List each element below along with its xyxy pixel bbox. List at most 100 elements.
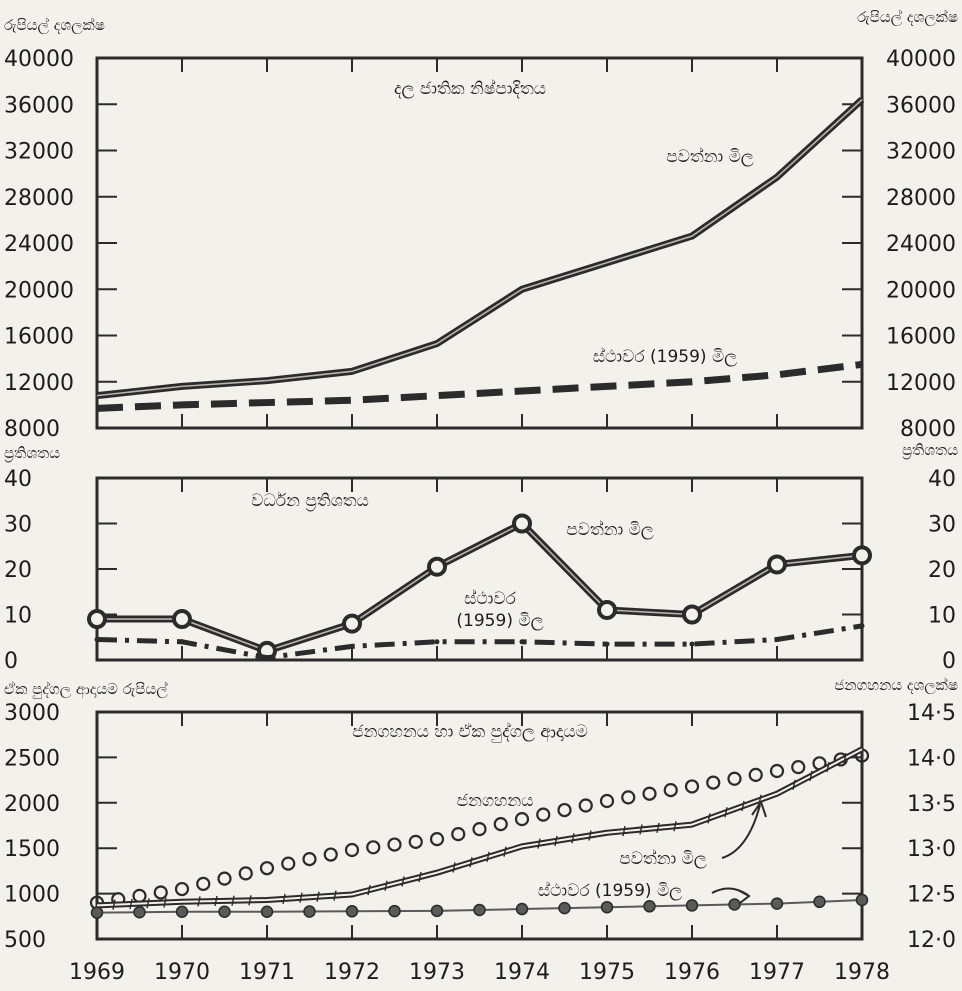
x-tick-label: 1971 xyxy=(239,960,295,985)
population-marker xyxy=(514,812,530,827)
income-current-price-hatch xyxy=(673,821,677,832)
income-current-price-hatch xyxy=(826,761,830,773)
growth-constant-price-label-2: (1959) මිල xyxy=(456,611,543,631)
right-y-tick-label: 12·0 xyxy=(907,928,956,953)
income-current-price-arrow xyxy=(721,804,761,859)
income-constant-price-marker xyxy=(643,900,656,913)
growth-constant-price-point xyxy=(519,639,525,645)
income-constant-price-marker xyxy=(388,904,401,918)
right-y-tick-label: 40 xyxy=(928,467,956,492)
income-current-price-hatch xyxy=(112,899,116,910)
income-current-price-hatch xyxy=(622,825,626,837)
x-tick-label: 1975 xyxy=(579,960,635,985)
growth-current-price-marker xyxy=(172,609,192,630)
growth-panel-title: වර්ධන ප්‍රතිශතය xyxy=(251,491,369,511)
income-constant-price-marker xyxy=(133,905,146,919)
income-constant-price-marker xyxy=(260,905,274,919)
income-current-price-hatch xyxy=(129,898,133,910)
growth-constant-price-point xyxy=(604,641,610,647)
income-current-price-hatch xyxy=(333,890,337,901)
population-marker xyxy=(727,771,742,786)
income-current-price-hatch xyxy=(554,835,558,847)
x-tick-label: 1977 xyxy=(749,960,805,985)
population-marker xyxy=(408,834,423,849)
growth-constant-price-point xyxy=(264,655,270,661)
growth-current-price-marker xyxy=(87,609,107,630)
tick-labels-layer: 8000 12000 16000 20000 24000 28000 32000 36000 4… xyxy=(4,47,956,985)
x-tick-label: 1970 xyxy=(154,960,210,985)
population-marker xyxy=(323,847,338,862)
growth-current-price-marker xyxy=(682,604,702,625)
income-constant-price-marker xyxy=(430,904,444,918)
left-y-tick-label: 32000 xyxy=(4,140,74,165)
left-y-tick-label: 30 xyxy=(4,513,32,538)
left-y-tick-label: 10 xyxy=(4,604,32,629)
income-current-price-hatch xyxy=(741,800,745,812)
left-y-tick-label: 1000 xyxy=(4,883,60,908)
population-marker xyxy=(493,817,508,832)
gnp-right-axis-unit: රුපියල් දශලක්ෂ xyxy=(857,8,958,26)
population-right-axis-unit: ජනගහනය දශලක්ෂ xyxy=(834,676,958,694)
left-y-tick-label: 20 xyxy=(4,558,32,583)
left-y-tick-label: 8000 xyxy=(4,417,60,442)
income-constant-price-marker xyxy=(770,897,784,910)
x-tick-label: 1969 xyxy=(69,960,125,985)
growth-constant-price-label-1: ස්ථාවර xyxy=(464,589,517,609)
income-current-price-hatch xyxy=(367,885,371,896)
growth-current-price-marker xyxy=(342,613,362,634)
growth-current-price-line xyxy=(97,520,863,655)
population-marker xyxy=(238,866,253,881)
gnp-current-price-line xyxy=(96,97,865,400)
income-current-price-hatch xyxy=(503,846,507,857)
growth-constant-price-point xyxy=(94,637,100,643)
left-y-tick-label: 24000 xyxy=(4,232,74,257)
right-y-tick-label: 20000 xyxy=(886,278,956,303)
right-y-tick-label: 36000 xyxy=(886,93,956,118)
population-marker xyxy=(387,837,402,852)
income-current-price-hatch xyxy=(401,876,405,887)
gnp-panel-frame xyxy=(95,56,864,430)
x-tick-label: 1973 xyxy=(409,960,465,985)
left-y-tick-label: 0 xyxy=(4,649,18,674)
income-current-price-hatch xyxy=(316,891,320,902)
population-marker xyxy=(684,779,700,794)
left-y-tick-label: 28000 xyxy=(4,186,74,211)
population-marker xyxy=(536,807,551,822)
growth-current-price-marker xyxy=(852,545,872,566)
population-marker xyxy=(217,871,232,886)
right-y-tick-label: 13·5 xyxy=(907,792,956,817)
income-current-price-hatch xyxy=(418,871,422,883)
growth-current-price-label: පවත්නා මිල xyxy=(566,520,654,540)
left-y-tick-label: 12000 xyxy=(4,371,74,396)
income-constant-price-marker xyxy=(345,905,359,918)
growth-constant-price-point xyxy=(349,643,355,649)
population-marker xyxy=(557,802,572,818)
income-current-price-hatch xyxy=(809,770,813,782)
income-constant-price-marker xyxy=(558,901,571,915)
left-y-tick-label: 36000 xyxy=(4,93,74,118)
right-y-tick-label: 10 xyxy=(928,604,956,629)
income-current-price-hatch xyxy=(707,813,711,824)
left-y-tick-label: 16000 xyxy=(4,325,74,350)
income-current-price-hatch xyxy=(469,857,473,868)
population-marker xyxy=(344,842,360,858)
growth-constant-price-point xyxy=(179,639,185,645)
right-y-tick-label: 28000 xyxy=(886,186,956,211)
growth-current-price-line-inner xyxy=(97,522,863,652)
right-y-tick-label: 20 xyxy=(928,558,956,583)
right-y-tick-label: 30 xyxy=(928,513,956,538)
population-marker xyxy=(663,782,678,798)
population-marker xyxy=(578,798,593,813)
income-constant-price-marker xyxy=(515,902,529,916)
gnp-current-price-line-inner xyxy=(96,99,863,397)
gnp-left-axis-unit: රුපියල් දශලක්ෂ xyxy=(4,16,105,34)
income-current-price-hatch xyxy=(452,862,456,873)
population-marker xyxy=(429,832,445,847)
income-current-price-hatch xyxy=(299,892,303,903)
population-marker xyxy=(472,822,487,837)
growth-constant-price-point xyxy=(434,639,440,645)
left-y-tick-label: 20000 xyxy=(4,278,74,303)
growth-right-axis-unit: ප්‍රතිශතය xyxy=(902,441,958,460)
income-current-price-hatch xyxy=(231,895,235,906)
population-marker xyxy=(748,767,763,782)
